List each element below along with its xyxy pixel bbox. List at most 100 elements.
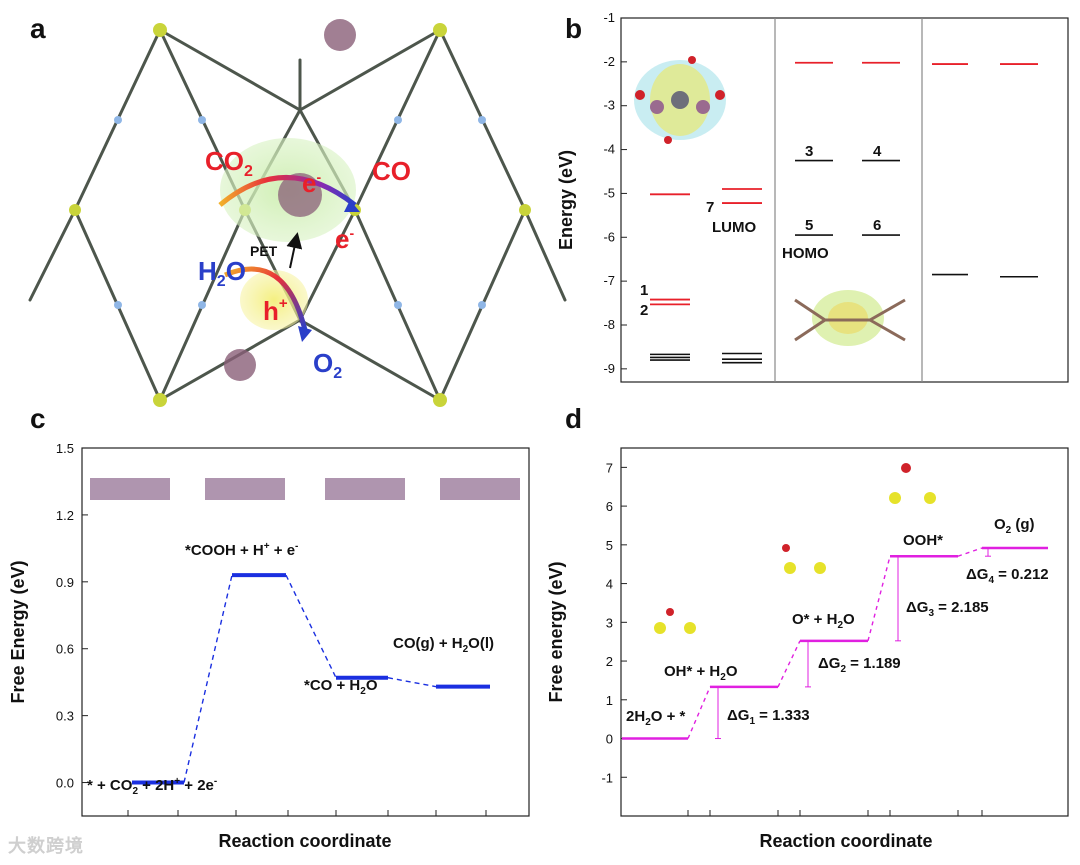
cluster-molecules xyxy=(224,19,356,381)
panel-d-y-ticks: -1 0 1 2 3 4 5 6 7 xyxy=(601,460,627,785)
step-connector xyxy=(183,574,233,783)
panel-d-y-tick-label: 3 xyxy=(606,615,613,630)
step-connector xyxy=(285,574,337,679)
panel-d-y-tick-label: 1 xyxy=(606,693,613,708)
panel-c-y-tick-label: 0.9 xyxy=(56,575,74,590)
panel-c-y-tick-label: 0.0 xyxy=(56,776,74,791)
level-label-4: 4 xyxy=(873,143,882,160)
panel-b-y-tick-label: -6 xyxy=(603,229,615,244)
panel-d-y-tick-label: -1 xyxy=(601,770,613,785)
step-label-d2: OH* + H2O xyxy=(664,663,738,683)
delta-g1-label: ΔG1 = 1.333 xyxy=(727,707,810,727)
panel-d-y-tick-label: 0 xyxy=(606,732,613,747)
panel-a-label: a xyxy=(30,13,46,44)
water-arrowhead xyxy=(298,326,312,342)
panel-b-y-tick-label: -5 xyxy=(603,185,615,200)
panel-c-y-ticks: 0.0 0.3 0.6 0.9 1.2 1.5 xyxy=(56,441,88,791)
panel-b-y-tick-label: -4 xyxy=(603,142,615,157)
step-label-d5: O2 (g) xyxy=(994,516,1035,536)
step-connector xyxy=(957,547,983,557)
panel-b-y-axis-label: Energy (eV) xyxy=(556,150,576,250)
panel-d-y-tick-label: 7 xyxy=(606,460,613,475)
panel-b-y-tick-label: -2 xyxy=(603,54,615,69)
delta-g4-label: ΔG4 = 0.212 xyxy=(966,566,1049,586)
panel-c-y-tick-label: 0.3 xyxy=(56,709,74,724)
panel-c-frame xyxy=(81,447,530,817)
level-label-7: 7 xyxy=(706,199,714,216)
panel-c-steps xyxy=(132,573,490,785)
watermark: 大数跨境 xyxy=(8,836,84,857)
electron-label-2: e- xyxy=(335,224,354,254)
step-label-d1: 2H2O + * xyxy=(626,708,686,728)
panel-c-label: c xyxy=(30,403,46,434)
level-label-2: 2 xyxy=(640,302,648,319)
panel-d-steps xyxy=(622,546,1048,740)
level-label-1: 1 xyxy=(640,282,648,299)
panel-c-y-axis-label: Free Energy (eV) xyxy=(8,560,28,703)
level-label-6: 6 xyxy=(873,217,881,234)
panel-b-y-tick-label: -3 xyxy=(603,98,615,113)
panel-b-label: b xyxy=(565,13,582,44)
orbital-inset-cluster xyxy=(634,56,726,144)
step-label-c1: * + CO2 + 2H+ + 2e- xyxy=(87,776,217,797)
panel-b: b -1 -2 -3 -4 -5 -6 -7 -8 -9 Energy (eV) 1 2 7 L… xyxy=(556,10,1069,383)
level-label-5: 5 xyxy=(805,217,813,234)
step-connector xyxy=(687,686,711,739)
step-label-d4: OOH* xyxy=(903,532,943,549)
panel-b-y-tick-label: -9 xyxy=(603,361,615,376)
co2-reduction-arrow xyxy=(218,175,357,207)
level-label-3: 3 xyxy=(805,143,813,160)
hole-label: h+ xyxy=(263,295,288,326)
panel-d-label: d xyxy=(565,403,582,434)
panel-d-delta-markers xyxy=(715,547,991,740)
co-label: CO xyxy=(372,156,411,186)
panel-d-x-ticks xyxy=(687,810,983,816)
panel-c-y-tick-label: 0.6 xyxy=(56,642,74,657)
delta-g2-label: ΔG2 = 1.189 xyxy=(818,655,901,675)
co2-arrowhead xyxy=(344,200,360,212)
panel-d-molecules xyxy=(654,463,936,634)
panel-c: c 0.0 0.3 0.6 0.9 1.2 1.5 Free Energy (eV) Re… xyxy=(8,403,530,851)
framework-nodes xyxy=(69,23,531,407)
o2-label: O2 xyxy=(313,348,342,382)
panel-c-structures xyxy=(90,478,520,500)
step-label-d3: O* + H2O xyxy=(792,611,855,631)
panel-d-y-axis-label: Free energy (eV) xyxy=(546,561,566,702)
step-label-c2: *COOH + H+ + e- xyxy=(185,541,298,559)
step-connector xyxy=(867,556,891,642)
delta-g3-label: ΔG3 = 2.185 xyxy=(906,599,989,619)
electron-label-1: e- xyxy=(302,168,321,198)
yellow-glow xyxy=(240,270,308,330)
panel-a: a xyxy=(28,13,567,407)
step-connector xyxy=(387,677,437,688)
panel-d: d -1 0 1 2 3 4 5 6 7 Free energy (eV) Reaction c… xyxy=(546,403,1069,851)
orbital-inset-linker xyxy=(794,290,906,346)
panel-b-frame xyxy=(620,17,1069,383)
panel-d-y-tick-label: 5 xyxy=(606,538,613,553)
panel-c-x-ticks xyxy=(127,810,487,816)
homo-label: HOMO xyxy=(782,245,829,262)
step-connector xyxy=(777,640,801,688)
panel-b-y-tick-label: -1 xyxy=(603,10,615,25)
h2o-label: H2O xyxy=(198,256,246,290)
co2-label: CO2 xyxy=(205,146,253,180)
panel-c-y-tick-label: 1.5 xyxy=(56,441,74,456)
step-label-c4: CO(g) + H2O(l) xyxy=(393,635,494,655)
pet-label: PET xyxy=(250,243,278,259)
center-cluster xyxy=(278,173,322,217)
pet-arrow xyxy=(286,232,303,269)
panel-b-y-tick-label: -7 xyxy=(603,273,615,288)
panel-d-frame xyxy=(620,447,1069,817)
panel-b-y-tick-label: -8 xyxy=(603,317,615,332)
lumo-label: LUMO xyxy=(712,219,756,236)
panel-c-x-axis-label: Reaction coordinate xyxy=(218,831,391,851)
panel-b-y-ticks: -1 -2 -3 -4 -5 -6 -7 -8 -9 xyxy=(603,10,627,376)
panel-c-y-tick-label: 1.2 xyxy=(56,508,74,523)
panel-b-energy-levels xyxy=(650,61,1038,364)
panel-d-y-tick-label: 2 xyxy=(606,654,613,669)
panel-d-x-axis-label: Reaction coordinate xyxy=(759,831,932,851)
panel-d-y-tick-label: 4 xyxy=(606,577,613,592)
water-oxidation-arrow xyxy=(224,266,308,331)
panel-d-y-tick-label: 6 xyxy=(606,499,613,514)
